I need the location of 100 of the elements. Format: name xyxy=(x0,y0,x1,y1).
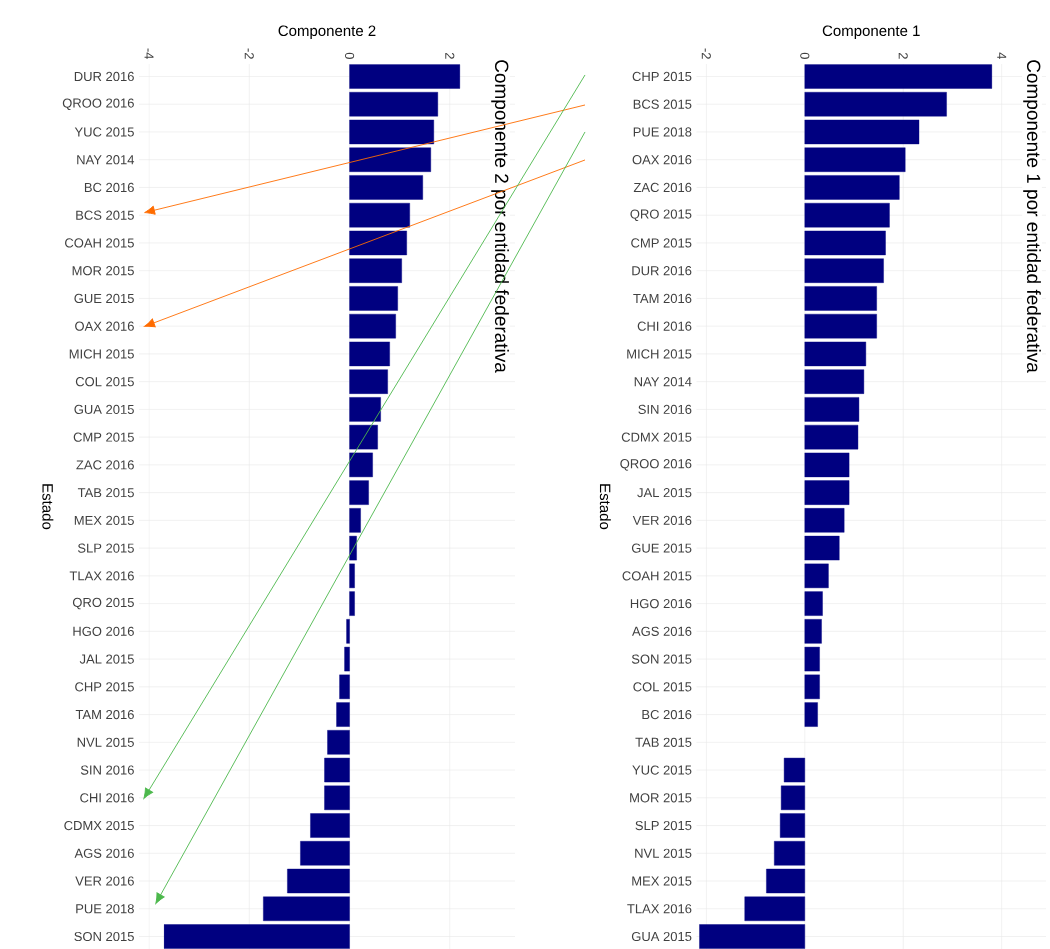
x-tick-label: 4 xyxy=(997,52,1007,60)
y-tick-label: SON 2015 xyxy=(631,654,692,664)
x-tick-label: 2 xyxy=(898,52,908,59)
y-tick-label: PUE 2018 xyxy=(633,127,692,137)
bar xyxy=(804,702,818,727)
bar xyxy=(804,119,920,145)
y-tick-label: NVL 2015 xyxy=(77,737,134,747)
y-tick-label: BC 2016 xyxy=(642,709,692,720)
bar xyxy=(804,202,890,228)
bar xyxy=(804,674,820,700)
x-tick-label: -2 xyxy=(701,48,711,59)
x-tick-label: 0 xyxy=(800,52,810,59)
bar xyxy=(327,730,350,755)
y-tick-label: JAL 2015 xyxy=(637,488,692,498)
y-tick-label: DUR 2016 xyxy=(632,266,692,276)
y-tick-label: MICH 2015 xyxy=(627,349,692,359)
x-tick-label: 0 xyxy=(344,52,355,59)
bar xyxy=(804,369,865,394)
bar xyxy=(804,508,845,533)
y-tick-label: MEX 2015 xyxy=(632,876,692,886)
y-tick-label: SLP 2015 xyxy=(77,543,134,553)
y-tick-label: QROO 2016 xyxy=(62,98,134,110)
y-tick-label: TAB 2015 xyxy=(635,737,692,747)
y-tick-label: TLAX 2016 xyxy=(69,571,134,581)
y-tick-label: VER 2016 xyxy=(632,515,692,525)
x-tick-label: -2 xyxy=(244,48,254,59)
bar xyxy=(804,313,877,339)
y-tick-label: OAX 2016 xyxy=(75,321,134,331)
y-axis-title: Estado xyxy=(42,484,54,530)
y-tick-label: MOR 2015 xyxy=(630,793,692,803)
y-tick-label: NVL 2015 xyxy=(635,848,692,858)
y-tick-label: QRO 2015 xyxy=(72,597,134,610)
y-tick-label: MEX 2015 xyxy=(74,515,134,525)
y-tick-label: BC 2016 xyxy=(84,182,134,193)
y-tick-label: TAM 2016 xyxy=(633,293,692,304)
bar xyxy=(804,92,947,117)
y-axis-title: Estado xyxy=(599,484,611,530)
y-tick-label: NAY 2014 xyxy=(77,155,135,165)
y-tick-label: HGO 2016 xyxy=(73,626,134,636)
y-tick-label: OAX 2016 xyxy=(632,155,692,165)
bar xyxy=(349,92,438,117)
y-tick-label: QRO 2015 xyxy=(630,209,692,221)
y-tick-label: CHP 2015 xyxy=(632,71,692,82)
y-tick-label: COAH 2015 xyxy=(65,238,134,248)
bar xyxy=(349,313,396,339)
y-tick-label: DUR 2016 xyxy=(74,71,134,82)
y-tick-label: SIN 2016 xyxy=(80,765,134,775)
y-tick-label: GUE 2015 xyxy=(74,293,134,304)
bar xyxy=(310,813,350,838)
y-tick-label: NAY 2014 xyxy=(634,377,692,387)
bar xyxy=(804,591,823,616)
y-tick-label: PUE 2018 xyxy=(76,904,134,914)
y-tick-label: TAM 2016 xyxy=(75,709,134,720)
bar xyxy=(349,369,388,394)
bar xyxy=(349,397,381,422)
bar xyxy=(349,480,369,505)
x-tick-label: 2 xyxy=(445,52,455,59)
bar xyxy=(804,286,877,311)
y-tick-label: CMP 2015 xyxy=(631,238,692,248)
bar xyxy=(804,397,860,422)
y-tick-label: CHI 2016 xyxy=(637,321,692,331)
y-tick-label: CMP 2015 xyxy=(73,432,134,442)
y-tick-label: MICH 2015 xyxy=(69,349,134,359)
y-tick-label: VER 2016 xyxy=(75,876,134,886)
bar xyxy=(804,341,867,367)
y-tick-label: SLP 2015 xyxy=(635,820,692,831)
y-tick-label: ZAC 2016 xyxy=(633,182,692,193)
y-tick-label: QROO 2016 xyxy=(620,459,692,471)
y-tick-label: AGS 2016 xyxy=(74,848,134,858)
y-tick-label: COL 2015 xyxy=(633,682,692,692)
bar xyxy=(804,424,859,450)
y-tick-label: COL 2015 xyxy=(75,377,134,387)
y-tick-label: GUE 2015 xyxy=(631,543,692,553)
bar xyxy=(804,175,900,200)
y-tick-label: AGS 2016 xyxy=(632,626,692,636)
text: Componente 2 por entidad federativa xyxy=(491,60,509,373)
bar xyxy=(349,286,398,311)
bar xyxy=(779,813,805,838)
bar xyxy=(349,147,431,172)
y-tick-label: COAH 2015 xyxy=(622,571,692,581)
y-tick-label: YUC 2015 xyxy=(632,765,692,775)
bar xyxy=(804,230,886,256)
y-tick-label: CDMX 2015 xyxy=(64,820,134,831)
bar xyxy=(263,896,350,921)
x-axis-title: Componente 2 xyxy=(278,25,376,40)
bar xyxy=(324,785,350,810)
y-tick-label: YUC 2015 xyxy=(74,127,134,137)
y-tick-label: SON 2015 xyxy=(74,931,134,942)
x-axis-title: Componente 1 xyxy=(822,25,920,40)
bar xyxy=(804,258,884,283)
y-tick-label: CDMX 2015 xyxy=(621,432,692,442)
bar xyxy=(774,841,805,866)
y-tick-label: SIN 2016 xyxy=(638,404,692,414)
y-tick-label: HGO 2016 xyxy=(630,598,692,609)
y-tick-label: ZAC 2016 xyxy=(76,460,134,470)
text: Componente 1 por entidad federativa xyxy=(1023,60,1041,373)
y-tick-label: TAB 2015 xyxy=(77,488,134,498)
y-tick-label: CHI 2016 xyxy=(80,793,134,803)
bar xyxy=(804,535,840,561)
y-tick-label: BCS 2015 xyxy=(76,210,134,220)
